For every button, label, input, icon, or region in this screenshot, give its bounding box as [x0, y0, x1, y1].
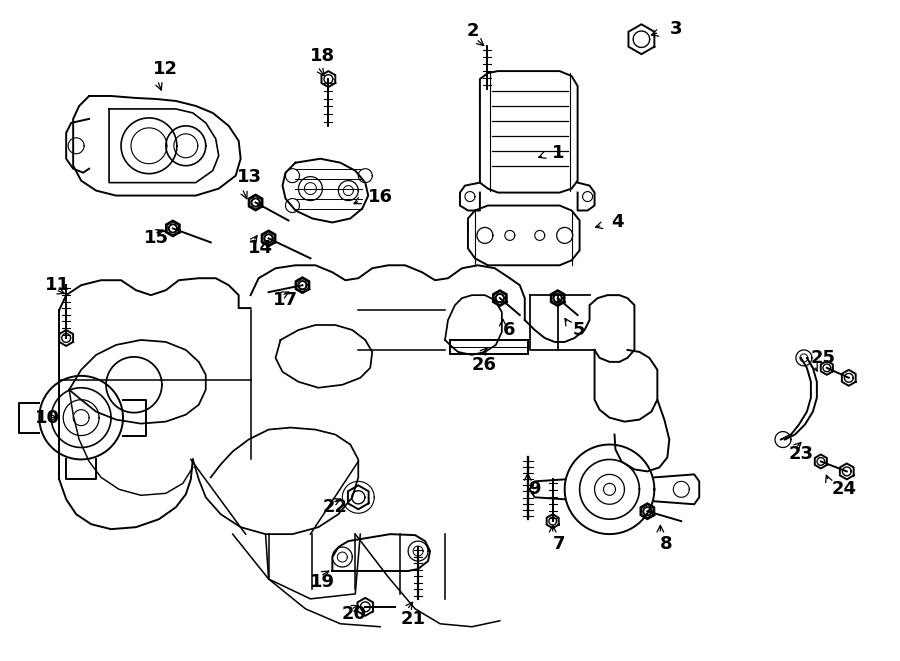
Text: 11: 11 — [45, 276, 70, 294]
Text: 4: 4 — [611, 214, 624, 231]
Text: 19: 19 — [310, 573, 336, 591]
Text: 1: 1 — [552, 143, 564, 162]
Text: 2: 2 — [467, 22, 480, 40]
Text: 16: 16 — [368, 188, 393, 206]
Text: 5: 5 — [572, 321, 585, 339]
Text: 17: 17 — [273, 291, 298, 309]
Text: 6: 6 — [503, 321, 516, 339]
Text: 24: 24 — [832, 481, 857, 498]
Text: 7: 7 — [553, 535, 565, 553]
Text: 22: 22 — [322, 498, 347, 516]
Text: 23: 23 — [789, 446, 814, 463]
Text: 13: 13 — [237, 168, 262, 186]
Text: 20: 20 — [341, 605, 366, 623]
Text: 14: 14 — [248, 239, 273, 257]
Text: 8: 8 — [661, 535, 673, 553]
Text: 25: 25 — [811, 349, 836, 367]
Text: 9: 9 — [527, 481, 540, 498]
Bar — [450, 340, 527, 354]
Text: 3: 3 — [670, 20, 682, 38]
Text: 18: 18 — [310, 47, 336, 65]
Text: 26: 26 — [472, 356, 497, 374]
Text: 12: 12 — [153, 60, 178, 78]
Text: 21: 21 — [400, 610, 425, 628]
Text: 10: 10 — [35, 408, 60, 426]
Text: 15: 15 — [144, 229, 169, 247]
